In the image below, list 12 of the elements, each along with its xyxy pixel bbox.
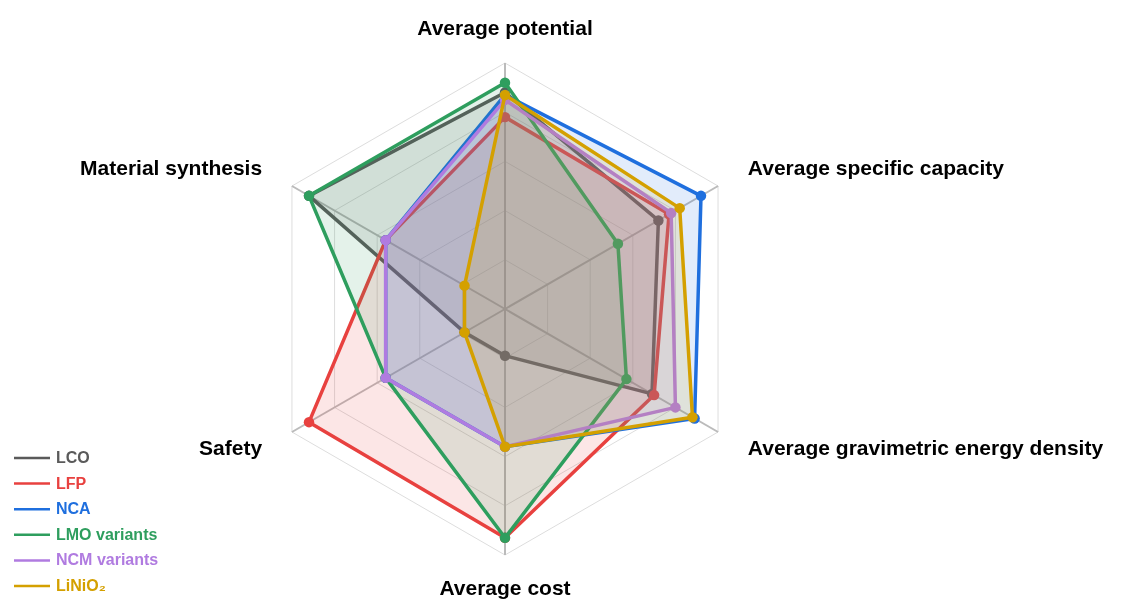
legend-label: NCM variants xyxy=(56,551,159,569)
spoke-label: Average cost xyxy=(439,576,571,600)
legend-label: LFP xyxy=(56,474,87,492)
legend-label: LiNiO₂ xyxy=(56,577,106,594)
spoke-label: Average gravimetric energy density xyxy=(747,436,1104,460)
legend-label: LCO xyxy=(56,449,90,466)
spoke-label: Average specific capacity xyxy=(747,155,1005,179)
spoke-label: Safety xyxy=(199,436,263,460)
spoke-label: Material synthesis xyxy=(80,155,263,179)
legend-label: LMO variants xyxy=(56,525,158,543)
spoke-label: Average potential xyxy=(417,15,593,39)
legend-label: NCA xyxy=(56,500,92,518)
